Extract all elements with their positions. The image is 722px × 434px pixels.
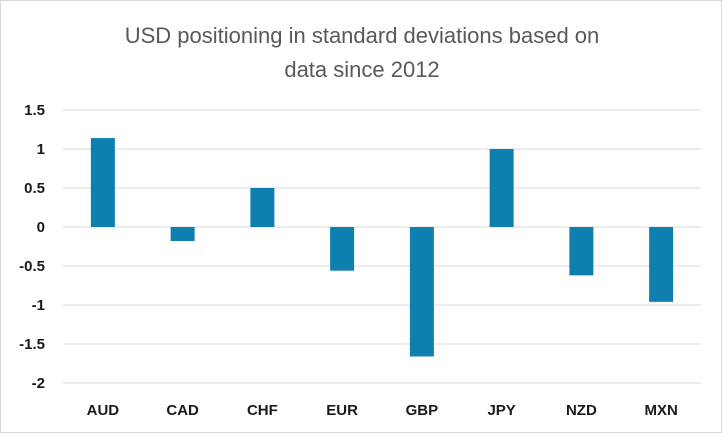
x-tick-label: JPY <box>487 402 515 419</box>
y-tick-label: -2 <box>32 375 45 392</box>
x-tick-label: GBP <box>406 402 439 419</box>
y-tick-label: 1.5 <box>24 102 45 119</box>
y-tick-label: -1 <box>32 297 45 314</box>
bar-aud <box>90 138 115 227</box>
x-tick-label: CAD <box>166 402 199 419</box>
bar-nzd <box>569 227 594 276</box>
y-tick-label: -0.5 <box>19 258 45 275</box>
bar-gbp <box>409 227 434 357</box>
bar-cad <box>170 227 195 242</box>
bar-eur <box>330 227 355 271</box>
bar-jpy <box>489 149 514 227</box>
x-tick-label: AUD <box>87 402 120 419</box>
bar-mxn <box>649 227 674 302</box>
x-tick-label: CHF <box>247 402 278 419</box>
y-tick-label: 1 <box>37 141 45 158</box>
y-tick-label: -1.5 <box>19 336 45 353</box>
x-tick-label: MXN <box>644 402 677 419</box>
x-tick-label: NZD <box>566 402 597 419</box>
chart-title-line-1: USD positioning in standard deviations b… <box>124 23 600 48</box>
chart-title: USD positioning in standard deviations b… <box>1 19 722 87</box>
y-tick-label: 0 <box>37 219 45 236</box>
bar-chf <box>250 188 275 227</box>
chart-title-line-2: data since 2012 <box>284 57 440 82</box>
x-tick-label: EUR <box>326 402 358 419</box>
y-tick-label: 0.5 <box>24 180 45 197</box>
